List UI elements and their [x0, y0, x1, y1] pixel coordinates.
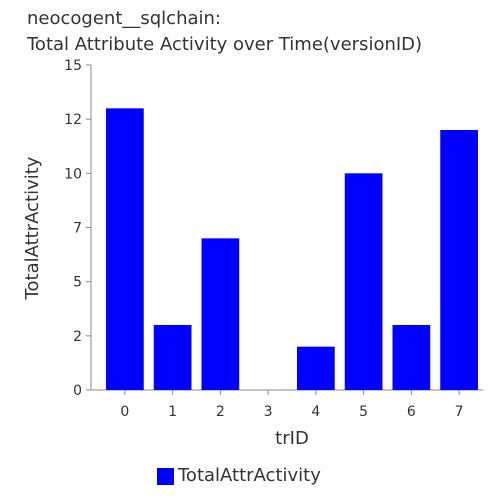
- x-axis: 0 1 2 3 4 5 6 7: [91, 389, 483, 420]
- x-tick-label: 1: [168, 404, 177, 420]
- x-tick-label: 2: [216, 404, 225, 420]
- bar: [297, 346, 335, 390]
- y-tick-label: 2: [73, 329, 82, 345]
- bar: [153, 325, 192, 390]
- legend-swatch: [157, 467, 174, 485]
- x-tick-label: 5: [359, 404, 368, 420]
- chart-title: neocogent__sqlchain:: [27, 8, 221, 29]
- x-tick-label: 0: [120, 404, 129, 420]
- x-tick-label: 7: [455, 404, 464, 420]
- x-tick-label: 6: [407, 404, 416, 420]
- y-tick-label: 0: [73, 383, 82, 399]
- bars: [106, 108, 478, 390]
- chart-subtitle: Total Attribute Activity over Time(versi…: [27, 34, 423, 55]
- x-tick-label: 3: [264, 404, 273, 420]
- y-tick-label: 15: [64, 58, 82, 74]
- bar: [106, 108, 144, 390]
- x-axis-title: trID: [275, 428, 309, 449]
- y-tick-label: 12: [64, 112, 82, 128]
- bar: [440, 130, 478, 390]
- bar: [201, 238, 240, 390]
- y-axis-title: TotalAttrActivity: [22, 156, 43, 300]
- bar: [392, 325, 431, 390]
- y-tick-label: 7: [73, 221, 82, 237]
- bar: [344, 173, 383, 390]
- legend-label: TotalAttrActivity: [178, 465, 321, 486]
- y-tick-label: 5: [73, 275, 82, 291]
- y-tick-label: 10: [64, 166, 82, 182]
- legend: TotalAttrActivity: [157, 465, 321, 487]
- y-axis: 0 2 5 7 10 12 15: [64, 58, 92, 399]
- x-tick-label: 4: [311, 404, 320, 420]
